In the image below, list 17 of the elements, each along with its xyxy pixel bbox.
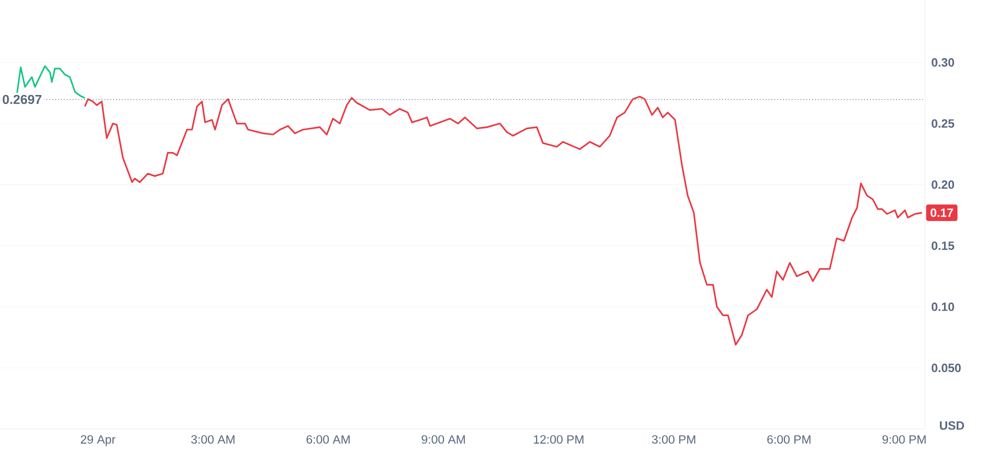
x-tick-label: 12:00 PM	[534, 435, 584, 444]
x-tick-label: 6:00 PM	[767, 435, 810, 444]
y-tick-label: 0.20	[932, 180, 954, 189]
x-tick-label: 9:00 AM	[422, 435, 465, 444]
x-tick-label: 3:00 PM	[652, 435, 696, 444]
y-tick-label: 0.050	[932, 364, 961, 372]
y-tick-label: 0.25	[932, 119, 954, 128]
x-tick-label: 9:00 PM	[882, 435, 926, 444]
y-tick-label: 0.15	[932, 241, 954, 250]
ref-line-label: 0.2697	[2, 94, 42, 104]
y-tick-label: 0.10	[932, 302, 954, 312]
y-tick-label: 0.30	[932, 58, 954, 67]
x-tick-label: 3:00 AM	[191, 435, 234, 444]
y-axis-title: USD	[940, 421, 964, 430]
annotation: 0.17	[930, 208, 953, 217]
x-tick-label: 6:00 AM	[306, 435, 350, 444]
x-tick-label: 29 Apr	[80, 435, 116, 446]
